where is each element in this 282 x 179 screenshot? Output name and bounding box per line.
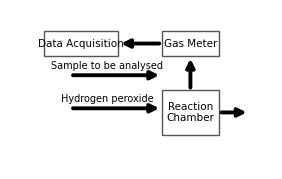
FancyBboxPatch shape — [162, 31, 219, 56]
FancyBboxPatch shape — [162, 90, 219, 134]
Text: Gas Meter: Gas Meter — [164, 38, 217, 49]
Text: Data Acquisition: Data Acquisition — [38, 38, 124, 49]
Text: Hydrogen peroxide: Hydrogen peroxide — [61, 94, 154, 104]
Text: Sample to be analysed: Sample to be analysed — [51, 61, 163, 71]
FancyBboxPatch shape — [44, 31, 118, 56]
Text: Reaction
Chamber: Reaction Chamber — [166, 102, 214, 123]
